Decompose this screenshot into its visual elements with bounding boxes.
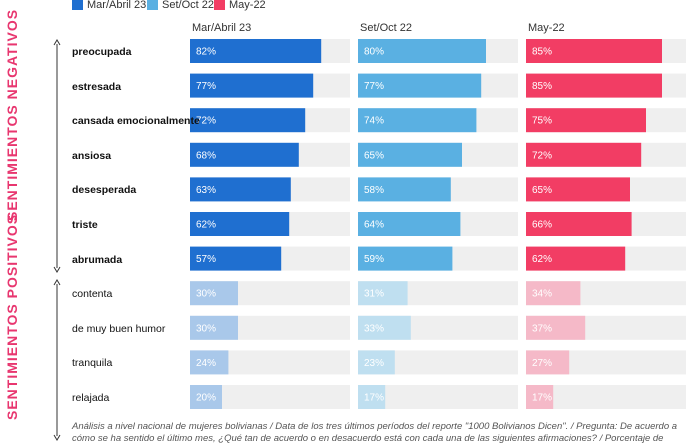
bar <box>358 281 408 306</box>
data-label: 74% <box>364 116 384 127</box>
data-label: 62% <box>532 254 552 265</box>
bar <box>526 142 642 167</box>
data-label: 34% <box>532 289 552 300</box>
data-label: 77% <box>196 81 216 92</box>
data-label: 27% <box>532 358 552 369</box>
category-label: ansiosa <box>72 149 112 162</box>
data-label: 30% <box>196 289 216 300</box>
category-label: triste <box>72 219 98 231</box>
positive-group-arrow <box>53 279 61 441</box>
data-label: 37% <box>532 323 552 334</box>
data-label: 72% <box>196 116 216 127</box>
data-label: 82% <box>196 47 216 58</box>
bar <box>526 39 662 63</box>
bar <box>526 108 646 133</box>
category-label: desesperada <box>72 184 137 197</box>
legend-swatch <box>214 0 225 10</box>
bar <box>358 108 477 133</box>
bar <box>190 108 306 133</box>
bar <box>190 177 291 202</box>
bar <box>358 385 386 409</box>
bar <box>190 385 222 409</box>
column-header-set-oct-22: Set/Oct 22 <box>360 22 412 34</box>
data-label: 17% <box>364 393 384 404</box>
category-label: relajada <box>72 392 110 404</box>
bar <box>190 142 299 167</box>
data-label: 72% <box>532 150 552 161</box>
data-label: 77% <box>364 81 384 92</box>
data-label: 62% <box>196 220 216 231</box>
legend-item-mar-abril-23: Mar/Abril 23 <box>72 0 147 11</box>
bar <box>526 246 626 271</box>
category-label: tranquila <box>72 357 113 370</box>
data-label: 68% <box>196 150 216 161</box>
data-label: 75% <box>532 116 552 127</box>
bar <box>190 212 290 236</box>
data-label: 23% <box>364 358 384 369</box>
data-label: 80% <box>364 47 384 58</box>
data-label: 65% <box>532 185 552 196</box>
legend-swatch <box>147 0 158 10</box>
data-label: 30% <box>196 323 216 334</box>
bar <box>190 315 238 340</box>
data-label: 33% <box>364 323 384 334</box>
legend-swatch <box>72 0 83 10</box>
category-label: estresada <box>72 80 122 93</box>
bar <box>526 212 632 236</box>
data-label: 17% <box>532 393 552 404</box>
legend-label: Set/Oct 22 <box>162 0 214 11</box>
bar <box>190 350 229 375</box>
legend-label: May-22 <box>229 0 266 11</box>
bar <box>526 73 662 98</box>
footnote: Análisis a nivel nacional de mujeres bol… <box>72 421 678 444</box>
bar <box>358 142 462 167</box>
bar <box>358 315 411 340</box>
bar <box>358 39 486 63</box>
bar <box>358 212 461 236</box>
group-label-positive: SENTIMIENTOS POSITIVOS <box>4 213 20 420</box>
negative-group-arrow <box>53 39 61 273</box>
bar <box>526 385 554 409</box>
bar <box>358 246 453 271</box>
group-label-negative: SENTIMIENTOS NEGATIVOS <box>4 8 20 221</box>
category-label: cansada emocionalmente <box>72 115 200 128</box>
data-label: 66% <box>532 220 552 231</box>
category-label: preocupada <box>72 46 132 58</box>
data-label: 64% <box>364 220 384 231</box>
data-label: 57% <box>196 254 216 265</box>
data-label: 24% <box>196 358 216 369</box>
bar <box>358 73 482 98</box>
data-label: 59% <box>364 254 384 265</box>
bar <box>190 73 314 98</box>
bar <box>526 177 630 202</box>
legend-item-may-22: May-22 <box>214 0 266 11</box>
legend-item-set-oct-22: Set/Oct 22 <box>147 0 214 11</box>
bar <box>358 350 395 375</box>
column-header-mar-abril-23: Mar/Abril 23 <box>192 22 252 34</box>
bar <box>190 281 238 306</box>
category-label: de muy buen humor <box>72 322 166 335</box>
bar <box>526 350 570 375</box>
data-label: 31% <box>364 289 384 300</box>
bar <box>190 246 282 271</box>
legend-label: Mar/Abril 23 <box>87 0 147 11</box>
category-label: contenta <box>72 288 113 301</box>
data-label: 85% <box>532 47 552 58</box>
data-label: 65% <box>364 150 384 161</box>
data-label: 20% <box>196 393 216 404</box>
column-header-may-22: May-22 <box>528 22 565 34</box>
bar <box>526 281 581 306</box>
data-label: 58% <box>364 185 384 196</box>
data-label: 63% <box>196 185 216 196</box>
data-label: 85% <box>532 81 552 92</box>
category-label: abrumada <box>72 253 123 266</box>
bar <box>526 315 586 340</box>
bar <box>190 39 322 63</box>
bar <box>358 177 451 202</box>
